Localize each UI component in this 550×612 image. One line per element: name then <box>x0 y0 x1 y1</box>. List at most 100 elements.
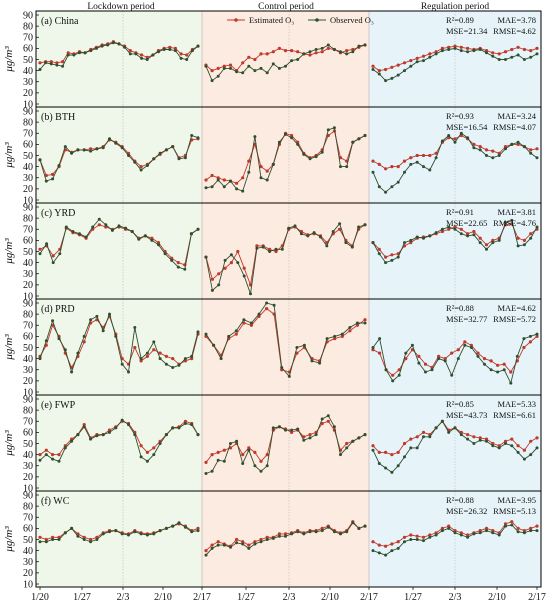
data-point-observed <box>44 540 48 544</box>
y-tick-label: 30 <box>23 557 33 568</box>
data-point-observed <box>120 418 124 422</box>
data-point-observed <box>295 346 299 349</box>
data-point-estimated <box>247 159 251 163</box>
data-point-estimated <box>235 537 239 542</box>
y-tick-label: 80 <box>23 309 33 320</box>
data-point-observed <box>44 61 48 65</box>
data-point-observed <box>415 235 419 239</box>
data-point-observed <box>70 526 74 530</box>
data-point-observed <box>434 426 438 430</box>
data-point-observed <box>326 128 330 132</box>
data-point-observed <box>516 53 520 57</box>
data-point-estimated <box>466 46 470 51</box>
data-point-observed <box>284 64 287 68</box>
data-point-estimated <box>453 225 457 229</box>
data-point-estimated <box>428 533 432 537</box>
data-point-observed <box>97 217 101 221</box>
data-point-observed <box>422 59 425 63</box>
data-point-observed <box>293 224 297 228</box>
data-point-estimated <box>51 254 55 258</box>
data-point-observed <box>403 170 406 174</box>
data-point-observed <box>459 232 463 236</box>
data-point-estimated <box>390 542 394 546</box>
data-point-estimated <box>409 241 413 245</box>
data-point-observed <box>422 236 425 240</box>
y-tick-label: 60 <box>23 140 33 151</box>
data-point-observed <box>447 430 451 434</box>
data-point-observed <box>127 423 130 427</box>
stat-rmse: RMSE=4.07 <box>493 122 536 132</box>
data-point-observed <box>472 49 476 53</box>
data-point-observed <box>497 446 501 450</box>
data-point-observed <box>272 303 276 307</box>
data-point-estimated <box>51 172 55 176</box>
data-point-observed <box>249 321 253 325</box>
data-point-observed <box>222 543 226 547</box>
data-point-observed <box>296 427 300 431</box>
data-point-observed <box>130 230 134 233</box>
data-point-estimated <box>482 357 487 361</box>
data-point-observed <box>485 154 488 157</box>
data-point-observed <box>447 134 451 137</box>
data-point-estimated <box>333 337 337 341</box>
data-point-observed <box>216 458 220 462</box>
data-point-observed <box>241 189 245 193</box>
data-point-estimated <box>522 238 527 242</box>
data-point-estimated <box>274 249 278 254</box>
data-point-observed <box>434 533 438 537</box>
data-point-estimated <box>145 450 149 454</box>
series-line-observed <box>372 333 538 385</box>
data-point-estimated <box>61 60 65 64</box>
data-point-estimated <box>453 529 457 533</box>
data-point-observed <box>535 332 539 336</box>
data-point-estimated <box>139 359 143 363</box>
data-point-observed <box>363 433 367 437</box>
data-point-estimated <box>82 340 86 344</box>
data-point-estimated <box>265 535 269 539</box>
data-point-observed <box>190 530 194 534</box>
data-point-observed <box>466 535 470 539</box>
data-point-estimated <box>44 173 48 178</box>
data-point-observed <box>404 351 408 355</box>
panel-label: (e) FWP <box>41 400 76 411</box>
data-point-observed <box>55 63 59 67</box>
data-point-observed <box>95 314 99 318</box>
data-point-estimated <box>326 133 330 138</box>
data-point-estimated <box>397 368 401 372</box>
y-tick-label: 10 <box>23 579 33 590</box>
data-point-observed <box>396 73 400 77</box>
series-estimated <box>38 40 539 73</box>
data-point-observed <box>308 50 312 54</box>
data-point-observed <box>357 44 361 48</box>
data-point-estimated <box>222 178 226 182</box>
data-point-estimated <box>396 540 400 544</box>
data-point-observed <box>357 225 361 229</box>
data-point-observed <box>101 532 105 536</box>
data-point-estimated <box>453 137 457 141</box>
data-point-estimated <box>66 51 70 55</box>
data-point-observed <box>204 553 208 557</box>
stat-mae: MAE=3.24 <box>497 111 536 121</box>
data-point-estimated <box>415 56 419 61</box>
data-point-observed <box>120 532 124 536</box>
data-point-observed <box>183 156 187 160</box>
data-point-observed <box>491 54 495 58</box>
data-point-estimated <box>466 232 470 236</box>
bg-control <box>202 107 369 203</box>
data-point-observed <box>497 154 501 157</box>
bg-control <box>202 203 369 299</box>
data-point-observed <box>120 146 124 150</box>
panel-label: (f) WC <box>41 496 70 507</box>
stat-mae: MAE=4.62 <box>497 303 536 313</box>
data-point-observed <box>428 435 432 439</box>
data-point-estimated <box>222 448 226 452</box>
y-tick-label: 70 <box>23 129 33 140</box>
data-point-observed <box>371 448 375 452</box>
data-point-observed <box>63 348 67 352</box>
data-point-observed <box>355 321 359 325</box>
data-point-observed <box>247 448 251 452</box>
data-point-observed <box>339 50 342 54</box>
data-point-observed <box>44 339 48 343</box>
data-point-observed <box>320 417 324 421</box>
